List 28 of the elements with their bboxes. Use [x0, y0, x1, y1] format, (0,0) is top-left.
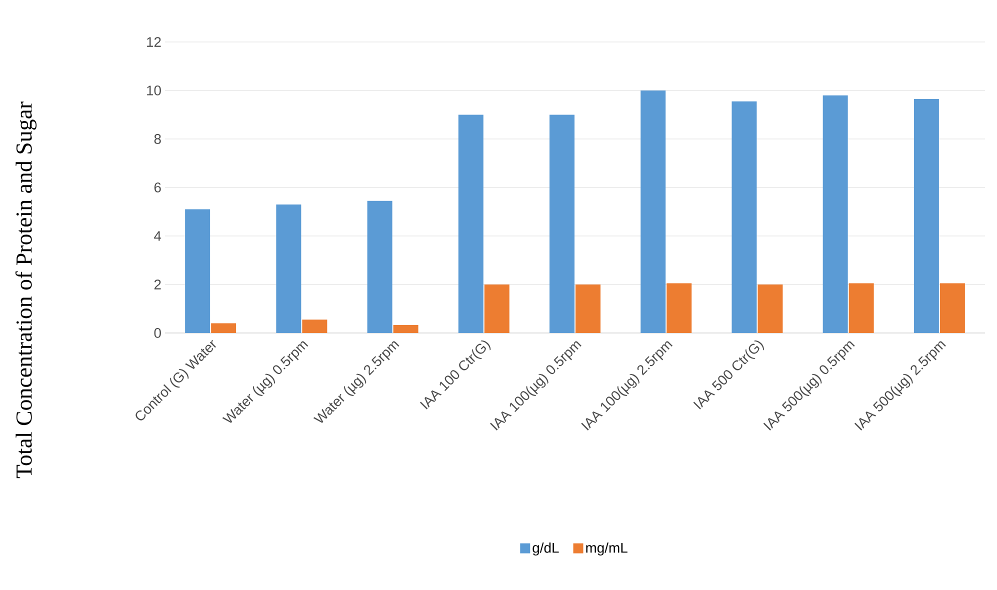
bar	[576, 284, 601, 333]
bar	[550, 114, 575, 333]
bar	[367, 200, 392, 333]
y-tick-label: 2	[154, 280, 161, 290]
y-tick-label: 10	[147, 86, 161, 96]
bar	[302, 320, 328, 333]
bar	[393, 324, 418, 333]
y-tick-label: 6	[154, 182, 161, 192]
bar	[458, 114, 484, 333]
bar	[640, 90, 666, 333]
bar	[914, 98, 939, 333]
legend-label: g/dL	[532, 542, 559, 556]
y-tick-label: 8	[154, 134, 161, 144]
bar	[666, 283, 692, 333]
y-tick-label: 0	[154, 328, 161, 338]
legend-label: mg/mL	[586, 542, 628, 556]
y-tick-label: 12	[147, 37, 161, 47]
bar	[848, 283, 874, 333]
bar	[822, 95, 848, 333]
y-axis-title: Total Concentration of Protein and Sugar	[15, 102, 37, 478]
bar	[276, 204, 302, 333]
y-tick-label: 4	[154, 231, 162, 241]
bar	[732, 101, 757, 333]
bar	[211, 323, 236, 333]
bar	[185, 209, 210, 333]
bar	[484, 284, 510, 333]
bar	[758, 284, 783, 333]
bar	[940, 283, 965, 333]
